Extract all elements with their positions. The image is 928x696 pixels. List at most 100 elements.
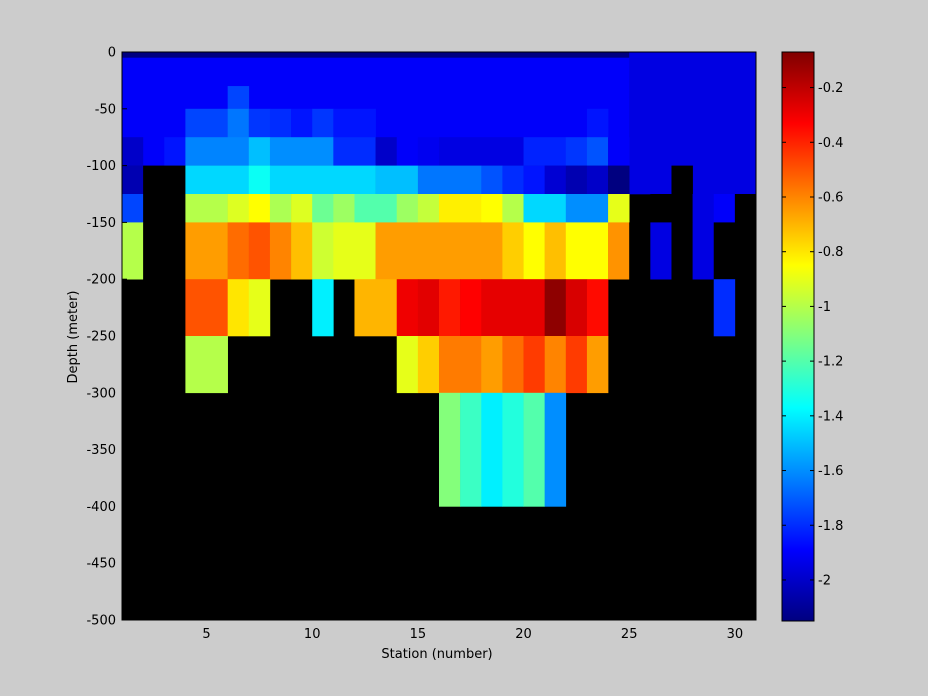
heatmap-cell (122, 137, 144, 166)
heatmap-cell (523, 336, 545, 394)
heatmap-cell (333, 222, 376, 280)
y-tick-label: -300 (86, 386, 116, 401)
heatmap-cell (312, 194, 334, 223)
heatmap-cell (565, 222, 609, 280)
heatmap-cell (185, 137, 250, 166)
heatmap-cell (523, 137, 567, 166)
heatmap-cell (396, 336, 419, 394)
y-axis-label: Depth (meter) (66, 291, 81, 384)
heatmap-cell (248, 194, 271, 223)
heatmap-cell (586, 165, 609, 195)
x-tick-label: 5 (202, 627, 210, 642)
heatmap-cell (502, 392, 524, 507)
colorbar-tick-label: -0.8 (818, 245, 843, 260)
heatmap-cell (650, 222, 672, 280)
heatmap-cell (312, 222, 334, 280)
heatmap-cell (481, 336, 503, 394)
colorbar-tick-label: -0.6 (818, 190, 843, 205)
heatmap-cell (544, 222, 567, 280)
heatmap-cell (122, 222, 144, 280)
colorbar-tick-label: -1.4 (818, 409, 843, 424)
heatmap-cell (396, 137, 419, 166)
heatmap-cell (417, 194, 440, 223)
heatmap-cell (692, 194, 715, 223)
x-tick-label: 20 (515, 627, 532, 642)
y-tick-label: 0 (108, 46, 116, 61)
heatmap-cell (122, 52, 630, 58)
heatmap-cell (185, 108, 228, 138)
heatmap-cell (608, 194, 630, 223)
heatmap-cell (185, 279, 228, 337)
heatmap-cell (481, 279, 545, 337)
heatmap-cell (143, 194, 186, 223)
heatmap-cell (544, 392, 567, 507)
colorbar-tick-label: -1.8 (818, 519, 843, 534)
heatmap-cell (269, 165, 376, 195)
heatmap-cell (586, 279, 609, 337)
y-tick-label: -250 (86, 330, 116, 345)
colorbar-tick-label: -2 (818, 573, 831, 588)
heatmap-cell (565, 165, 588, 195)
colorbar-tick-label: -1.6 (818, 464, 843, 479)
colorbar-tick-label: -1.2 (818, 355, 843, 370)
heatmap-cell (586, 137, 609, 166)
heatmap-cell (502, 194, 524, 223)
heatmap-cell (523, 222, 545, 280)
heatmap-cell (227, 222, 250, 280)
heatmap-cell (565, 137, 588, 166)
heatmap-cell (354, 194, 398, 223)
heatmap-cell (312, 108, 334, 138)
colorbar-frame (781, 51, 815, 622)
heatmap-cell (439, 336, 482, 394)
heatmap-cell (713, 194, 736, 223)
heatmap-cell (185, 222, 228, 280)
heatmap-cell (608, 137, 630, 166)
heatmap-cell (650, 194, 693, 223)
axes: 5 10 15 20 25 30 0 -50 -100 -150 -200 -250 -300 -350 -… (86, 46, 757, 642)
heatmap-cell (269, 137, 334, 166)
heatmap-cell (523, 392, 545, 507)
colorbar-tick-label: -1 (818, 300, 831, 315)
heatmap-cell (502, 222, 524, 280)
colorbar-tick-label: -0.2 (818, 81, 843, 96)
heatmap-cell (333, 108, 376, 138)
heatmap-cell (544, 165, 567, 195)
heatmap-cell (439, 279, 461, 337)
heatmap-cell (565, 336, 588, 394)
heatmap-cell (460, 279, 482, 337)
heatmap-cell (713, 279, 736, 337)
heatmap-cell (143, 137, 165, 166)
heatmap-cell (333, 137, 376, 166)
heatmap-cell (354, 279, 398, 337)
heatmap-cell (375, 222, 503, 280)
heatmap-cell (439, 392, 461, 507)
x-axis-label: Station (number) (381, 647, 492, 662)
heatmap-cell (143, 222, 186, 280)
heatmap-cell (692, 222, 715, 280)
heatmap-cell (248, 222, 271, 280)
heatmap-cell (375, 165, 419, 195)
heatmap-cell (565, 194, 609, 223)
heatmap-cell (227, 194, 250, 223)
y-tick-label: -150 (86, 216, 116, 231)
colorbar-tick-label: -0.4 (818, 136, 843, 151)
heatmap-cell (608, 222, 630, 280)
heatmap-cell (417, 165, 482, 195)
heatmap-cell (502, 336, 524, 394)
x-tick-label: 30 (727, 627, 744, 642)
x-tick-label: 15 (410, 627, 427, 642)
heatmap-cell (227, 86, 250, 110)
heatmap-cell (629, 222, 651, 280)
heatmap-cell (312, 279, 334, 337)
heatmap-cell (269, 194, 292, 223)
heatmap-cell (544, 279, 567, 337)
heatmap-cell (291, 108, 313, 138)
heatmap-cell (333, 194, 355, 223)
heatmap-cell (417, 336, 440, 394)
heatmap-cell (248, 279, 271, 337)
heatmap-cell (481, 194, 503, 223)
heatmap-cell (586, 336, 609, 394)
heatmap-cell (523, 194, 567, 223)
heatmap-cell (248, 108, 271, 138)
